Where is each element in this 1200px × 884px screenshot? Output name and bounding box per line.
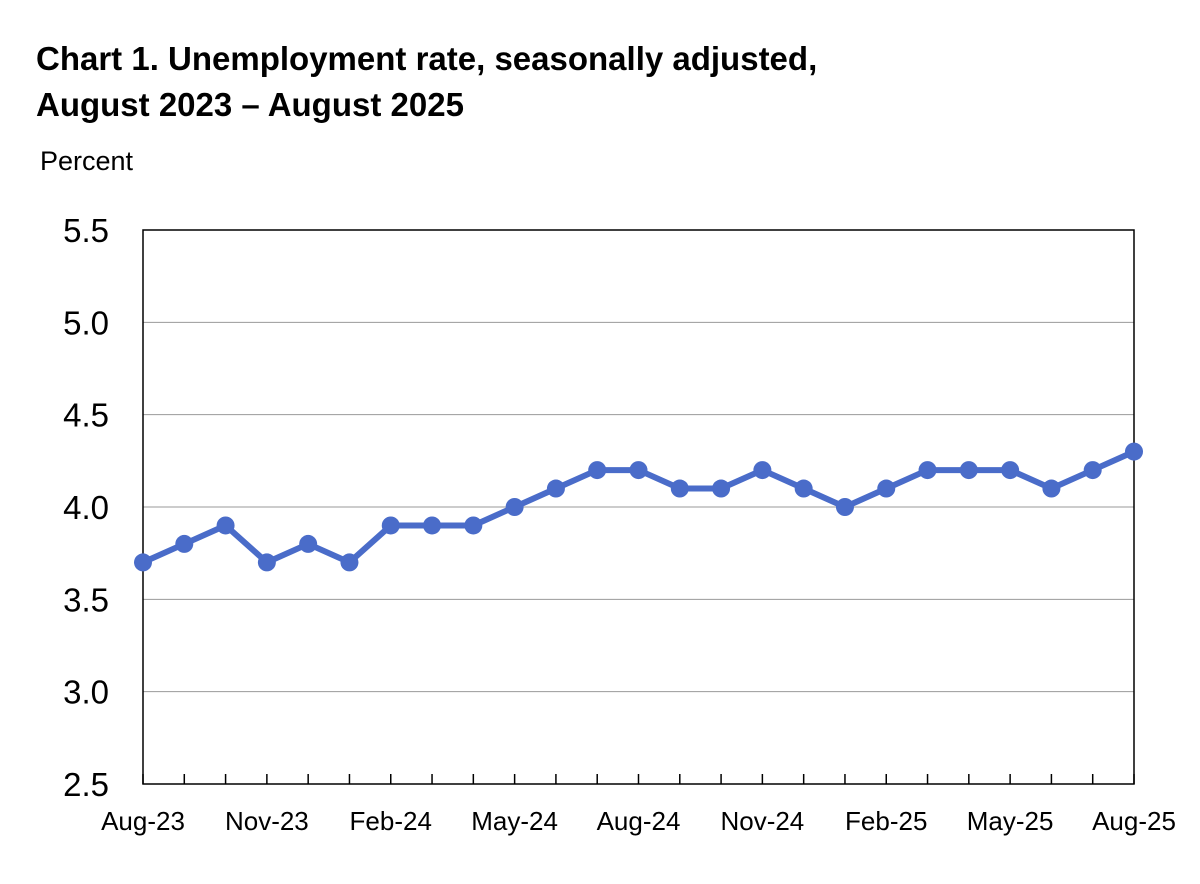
y-tick-label-3: 4.0 <box>63 489 109 526</box>
chart-title-line-1: Chart 1. Unemployment rate, seasonally a… <box>36 40 818 77</box>
data-point-feb-24 <box>381 516 400 535</box>
data-point-jan-24 <box>340 553 359 572</box>
y-tick-label-1: 3.0 <box>63 674 109 711</box>
data-point-dec-23 <box>299 534 318 553</box>
data-point-sep-23 <box>175 534 194 553</box>
data-point-apr-25 <box>959 461 978 480</box>
data-point-mar-24 <box>423 516 442 535</box>
data-point-apr-24 <box>464 516 483 535</box>
y-axis-label: Percent <box>40 146 134 176</box>
data-point-feb-25 <box>877 479 896 498</box>
data-point-mar-25 <box>918 461 937 480</box>
x-tick-label-aug-23: Aug-23 <box>101 806 185 836</box>
data-point-jun-24 <box>546 479 565 498</box>
y-tick-label-4: 4.5 <box>63 397 109 434</box>
data-point-aug-25 <box>1125 442 1143 461</box>
data-point-nov-24 <box>753 461 772 480</box>
y-tick-label-5: 5.0 <box>63 304 109 341</box>
x-tick-label-feb-24: Feb-24 <box>350 806 432 836</box>
data-point-may-25 <box>1001 461 1020 480</box>
x-tick-label-feb-25: Feb-25 <box>845 806 927 836</box>
chart-title-line-2: August 2023 – August 2025 <box>36 86 464 123</box>
data-point-jul-25 <box>1083 461 1102 480</box>
data-point-dec-24 <box>794 479 813 498</box>
x-tick-label-may-25: May-25 <box>967 806 1054 836</box>
chart-title: Chart 1. Unemployment rate, seasonally a… <box>36 36 817 128</box>
data-point-jul-24 <box>588 461 607 480</box>
x-tick-label-aug-25: Aug-25 <box>1092 806 1176 836</box>
data-point-jan-25 <box>835 498 854 516</box>
x-tick-label-nov-24: Nov-24 <box>720 806 804 836</box>
data-point-jun-25 <box>1042 479 1061 498</box>
data-point-nov-23 <box>257 553 276 572</box>
x-tick-label-aug-24: Aug-24 <box>597 806 681 836</box>
data-point-aug-23 <box>134 553 152 572</box>
x-tick-label-nov-23: Nov-23 <box>225 806 309 836</box>
data-point-aug-24 <box>629 461 648 480</box>
y-tick-label-0: 2.5 <box>63 766 109 803</box>
x-tick-label-may-24: May-24 <box>471 806 558 836</box>
y-tick-label-6: 5.5 <box>63 212 109 249</box>
data-point-oct-24 <box>712 479 731 498</box>
y-tick-label-2: 3.5 <box>63 581 109 618</box>
data-point-sep-24 <box>670 479 689 498</box>
data-point-may-24 <box>505 498 524 516</box>
data-point-oct-23 <box>216 516 235 535</box>
